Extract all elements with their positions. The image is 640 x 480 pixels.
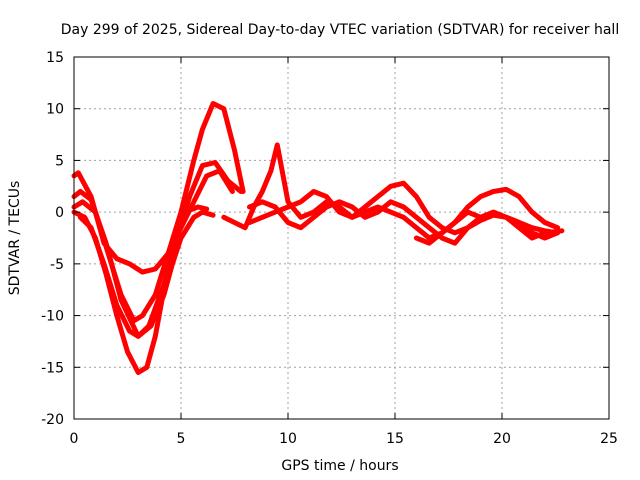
y-tick-label: -5	[50, 257, 64, 273]
y-tick-label: 0	[55, 205, 64, 221]
axis-ticks: 0 5 10 15 20 25 -20 -15 -10 -5 0 5 10 15	[41, 50, 618, 447]
plot-frame	[73, 56, 610, 420]
y-tick-label: -10	[41, 309, 64, 325]
series-track-7	[247, 186, 561, 241]
x-tick-label: 5	[177, 431, 186, 447]
grid	[74, 57, 609, 419]
x-tick-label: 25	[600, 431, 618, 447]
series-layer	[71, 101, 565, 375]
x-tick-label: 0	[70, 431, 79, 447]
chart-title: Day 299 of 2025, Sidereal Day-to-day VTE…	[61, 22, 619, 38]
series-track-9	[413, 209, 565, 246]
x-tick-label: 10	[279, 431, 297, 447]
y-tick-label: 10	[46, 102, 64, 118]
y-tick-label: 15	[46, 50, 64, 66]
y-tick-label: 5	[55, 153, 64, 169]
x-tick-label: 15	[386, 431, 404, 447]
y-tick-label: -15	[41, 360, 64, 376]
y-tick-label: -20	[41, 412, 64, 428]
series-track-4	[71, 168, 235, 275]
y-axis-label: SDTVAR / TECUs	[7, 181, 23, 296]
series-track-5	[77, 209, 216, 339]
x-axis-label: GPS time / hours	[281, 458, 398, 474]
x-tick-label: 20	[493, 431, 511, 447]
